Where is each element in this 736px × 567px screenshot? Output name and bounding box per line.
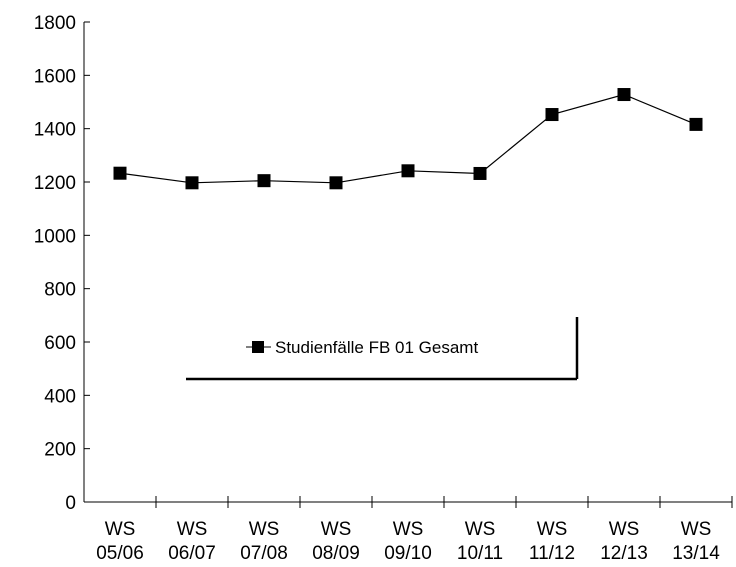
y-tick-label: 1000 xyxy=(34,226,76,247)
x-tick-label: WS 12/13 xyxy=(600,519,648,564)
x-tick-label: WS 11/12 xyxy=(529,519,575,564)
x-tick-labels: WS 05/06 WS 06/07 WS 07/08 WS 08/09 WS 09/10 WS 10/… xyxy=(96,519,720,564)
x-tick-label: WS 09/10 xyxy=(384,519,432,564)
series-markers xyxy=(113,88,703,190)
y-tick-label: 200 xyxy=(44,440,76,461)
data-point-marker xyxy=(473,166,487,180)
x-tick-label: WS 10/11 xyxy=(457,519,503,564)
y-tick-label: 400 xyxy=(44,386,76,407)
legend: Studienfälle FB 01 Gesamt xyxy=(186,317,579,381)
data-point-marker xyxy=(401,164,415,178)
axes xyxy=(83,21,733,508)
x-tick-label: WS 05/06 xyxy=(96,519,144,564)
data-point-marker xyxy=(113,166,127,180)
x-tick-label: WS 08/09 xyxy=(312,519,360,564)
y-tick-label: 800 xyxy=(44,280,76,301)
y-tick-label: 0 xyxy=(65,493,76,514)
data-point-marker xyxy=(185,176,199,190)
x-tick-label: WS 13/14 xyxy=(672,519,720,564)
y-tick-label: 1800 xyxy=(34,13,76,34)
y-tick-label: 600 xyxy=(44,333,76,354)
legend-marker-sample xyxy=(252,341,264,353)
x-tick-label: WS 06/07 xyxy=(168,519,216,564)
x-tick-label: WS 07/08 xyxy=(240,519,288,564)
data-point-marker xyxy=(329,176,343,190)
y-tick-label: 1600 xyxy=(34,66,76,87)
y-tick-label: 1400 xyxy=(34,120,76,141)
y-tick-label: 1200 xyxy=(34,173,76,194)
y-tick-labels: 0 200 400 600 800 1000 1200 1400 1600 1800 xyxy=(34,13,76,514)
data-point-marker xyxy=(545,108,559,122)
legend-label: Studienfälle FB 01 Gesamt xyxy=(275,338,478,357)
data-point-marker xyxy=(617,88,631,102)
data-point-marker xyxy=(257,174,271,188)
data-point-marker xyxy=(689,117,703,131)
